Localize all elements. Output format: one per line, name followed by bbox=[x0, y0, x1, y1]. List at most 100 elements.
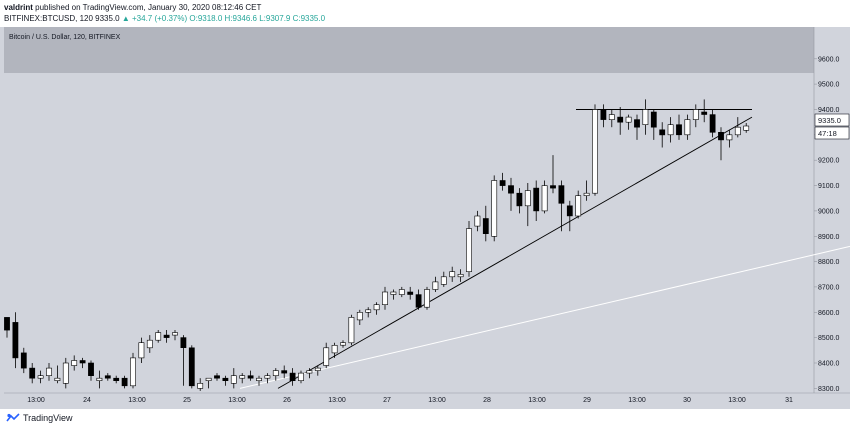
candle bbox=[743, 123, 750, 133]
candle bbox=[222, 375, 229, 386]
candle-body-down bbox=[79, 360, 86, 364]
time-tick-label: 30 bbox=[683, 397, 691, 404]
candle-body-up bbox=[424, 289, 430, 308]
candle-body-down bbox=[617, 116, 624, 123]
candle-body-up bbox=[474, 215, 481, 227]
candles bbox=[4, 99, 750, 391]
candle-body-up bbox=[96, 377, 103, 382]
candle-body-up bbox=[264, 375, 271, 379]
candle bbox=[600, 104, 607, 128]
time-tick-label: 29 bbox=[583, 397, 591, 404]
time-tick-label: 31 bbox=[785, 397, 793, 404]
tradingview-logo-icon bbox=[6, 413, 20, 422]
candle-body-down bbox=[701, 111, 708, 115]
candle bbox=[424, 286, 430, 310]
candle bbox=[508, 177, 514, 211]
candle-body-down bbox=[482, 218, 489, 234]
candle bbox=[138, 337, 145, 363]
candle-body-up bbox=[71, 360, 78, 366]
time-tick-label: 26 bbox=[283, 397, 291, 404]
candle-body-up bbox=[625, 116, 632, 123]
candle-body-down bbox=[12, 322, 19, 359]
candle-body-down bbox=[634, 119, 640, 128]
candle-body-down bbox=[516, 192, 523, 207]
candle bbox=[188, 345, 195, 389]
time-tick-label: 13:00 bbox=[428, 397, 446, 404]
candle-body-up bbox=[734, 126, 741, 136]
candle-body-up bbox=[130, 357, 136, 387]
candle-body-up bbox=[46, 367, 52, 377]
candle bbox=[524, 183, 531, 227]
candle bbox=[180, 335, 187, 386]
price-badge-text: 9335.0 bbox=[818, 116, 841, 125]
candle bbox=[709, 109, 716, 138]
time-tick-label: 27 bbox=[383, 397, 391, 404]
candle-body-up bbox=[197, 382, 204, 389]
timer-badge-text: 47:18 bbox=[818, 129, 837, 138]
symbol-label: BITFINEX:BTCUSD, 120 bbox=[4, 14, 93, 23]
price-tick-label: 9500.0 bbox=[818, 82, 840, 89]
candle bbox=[499, 172, 506, 191]
time-tick-label: 13:00 bbox=[27, 397, 45, 404]
candle-body-down bbox=[407, 291, 414, 295]
candle-body-up bbox=[541, 185, 548, 212]
candle bbox=[256, 375, 262, 386]
candle-body-up bbox=[256, 377, 262, 382]
price-chart[interactable]: Bitcoin / U.S. Dollar, 120, BITFINEX 830… bbox=[0, 27, 850, 409]
candle bbox=[281, 365, 288, 379]
candle-body-up bbox=[684, 119, 691, 136]
candle-body-up bbox=[340, 342, 346, 346]
candle bbox=[734, 117, 741, 138]
candle bbox=[247, 370, 254, 381]
candle-body-up bbox=[365, 309, 372, 313]
candle-body-down bbox=[650, 111, 657, 128]
candle bbox=[205, 377, 212, 389]
price-tick-label: 9600.0 bbox=[818, 56, 840, 63]
candle-body-down bbox=[415, 294, 422, 308]
time-tick-label: 13:00 bbox=[228, 397, 246, 404]
candle bbox=[650, 109, 657, 140]
candle-body-up bbox=[298, 372, 304, 382]
candle bbox=[516, 188, 523, 214]
candle bbox=[449, 266, 456, 282]
chart-top-band bbox=[4, 27, 814, 73]
candle bbox=[583, 180, 590, 201]
long-trendline-line[interactable] bbox=[239, 245, 850, 389]
chart-title: Bitcoin / U.S. Dollar, 120, BITFINEX bbox=[9, 34, 121, 41]
time-tick-label: 13:00 bbox=[128, 397, 146, 404]
candle bbox=[533, 180, 540, 221]
candle bbox=[272, 368, 279, 381]
candle-body-up bbox=[398, 289, 405, 295]
candle-body-up bbox=[524, 190, 531, 207]
author-name[interactable]: valdrint bbox=[4, 3, 33, 12]
candle bbox=[440, 271, 447, 287]
candle-body-up bbox=[356, 311, 363, 321]
candle bbox=[726, 129, 733, 148]
candle-body-down bbox=[222, 377, 229, 382]
tradingview-brand[interactable]: TradingView bbox=[6, 413, 73, 423]
time-axis[interactable]: 13:00 24 13:00 25 13:00 26 13:00 27 13:00 28 13:00… bbox=[27, 397, 793, 404]
ascending-trendline-line[interactable] bbox=[277, 116, 753, 389]
candle bbox=[29, 363, 36, 384]
candle bbox=[264, 373, 271, 384]
ohlc-values: O:9318.0 H:9346.6 L:9307.9 C:9335.0 bbox=[189, 14, 326, 23]
candle bbox=[541, 180, 548, 214]
candle-body-up bbox=[575, 195, 582, 217]
candle-body-up bbox=[608, 114, 615, 120]
candle bbox=[608, 109, 615, 128]
timer-badge: 47:18 bbox=[814, 126, 850, 140]
candle bbox=[314, 365, 321, 376]
candle bbox=[575, 190, 582, 219]
price-tick-label: 9100.0 bbox=[818, 183, 840, 190]
candle-body-down bbox=[533, 187, 540, 212]
candle bbox=[46, 363, 52, 381]
candle-body-up bbox=[306, 370, 313, 374]
price-tick-label: 8700.0 bbox=[818, 284, 840, 291]
candle bbox=[4, 317, 10, 338]
candle bbox=[676, 114, 682, 140]
candle-body-up bbox=[54, 377, 61, 382]
candle-body-down bbox=[188, 347, 195, 387]
candle-body-down bbox=[214, 375, 220, 379]
candle bbox=[625, 114, 632, 130]
candle-body-down bbox=[600, 109, 607, 120]
